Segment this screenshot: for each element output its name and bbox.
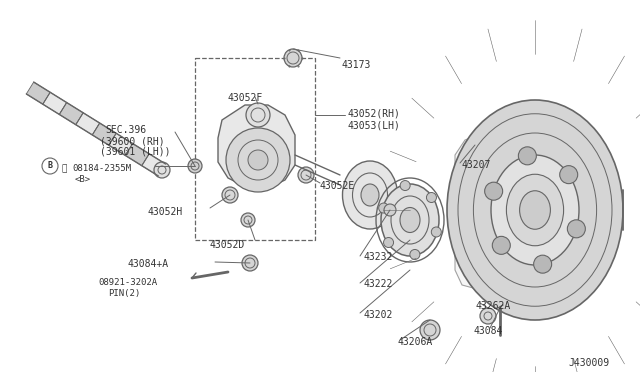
Circle shape [426,192,436,202]
Circle shape [154,162,170,178]
Ellipse shape [520,191,550,229]
Circle shape [420,320,440,340]
Circle shape [560,166,578,184]
Polygon shape [455,130,520,292]
Text: 08184-2355M: 08184-2355M [72,164,131,173]
Polygon shape [92,123,116,145]
Text: 43053(LH): 43053(LH) [348,120,401,130]
Polygon shape [125,144,149,166]
Circle shape [410,250,420,259]
Polygon shape [142,154,166,176]
Ellipse shape [491,155,579,265]
Text: 43084: 43084 [474,326,504,336]
Polygon shape [109,133,132,155]
Ellipse shape [381,184,439,256]
Circle shape [242,255,258,271]
Text: (39601 (LH)): (39601 (LH)) [100,147,170,157]
Text: <B>: <B> [75,175,91,184]
Text: 43262A: 43262A [476,301,511,311]
Ellipse shape [506,174,564,246]
Text: 43206A: 43206A [398,337,433,347]
Circle shape [480,308,496,324]
Ellipse shape [342,161,397,229]
Polygon shape [26,82,50,104]
Text: 43052(RH): 43052(RH) [348,109,401,119]
Text: SEC.396: SEC.396 [105,125,146,135]
Circle shape [534,255,552,273]
Text: Ⓑ: Ⓑ [62,164,67,173]
Ellipse shape [400,208,420,232]
Circle shape [248,150,268,170]
Text: 43084+A: 43084+A [128,259,169,269]
Circle shape [379,203,388,213]
Circle shape [246,103,270,127]
Text: J430009: J430009 [569,358,610,368]
Circle shape [518,147,536,165]
Text: 43222: 43222 [363,279,392,289]
Polygon shape [60,103,83,125]
Circle shape [567,220,586,238]
Circle shape [188,159,202,173]
Circle shape [484,182,502,200]
Circle shape [431,227,442,237]
Ellipse shape [447,100,623,320]
Circle shape [384,204,396,216]
Text: 43202: 43202 [363,310,392,320]
Ellipse shape [361,184,379,206]
Circle shape [284,49,302,67]
Circle shape [222,187,238,203]
Circle shape [400,180,410,190]
Circle shape [298,167,314,183]
Text: 43232: 43232 [363,252,392,262]
Circle shape [383,237,394,247]
Circle shape [492,236,510,254]
Polygon shape [76,113,100,135]
Text: 43052D: 43052D [210,240,245,250]
Circle shape [241,213,255,227]
Text: 43052E: 43052E [320,181,355,191]
Text: B: B [47,161,52,170]
Text: 43173: 43173 [342,60,371,70]
Polygon shape [218,105,295,188]
Text: 43052F: 43052F [228,93,263,103]
Text: 43207: 43207 [462,160,492,170]
Text: PIN(2): PIN(2) [108,289,140,298]
Text: 43052H: 43052H [148,207,183,217]
Circle shape [226,128,290,192]
Text: (39600 (RH): (39600 (RH) [100,136,164,146]
Text: 08921-3202A: 08921-3202A [98,278,157,287]
Polygon shape [43,92,67,115]
